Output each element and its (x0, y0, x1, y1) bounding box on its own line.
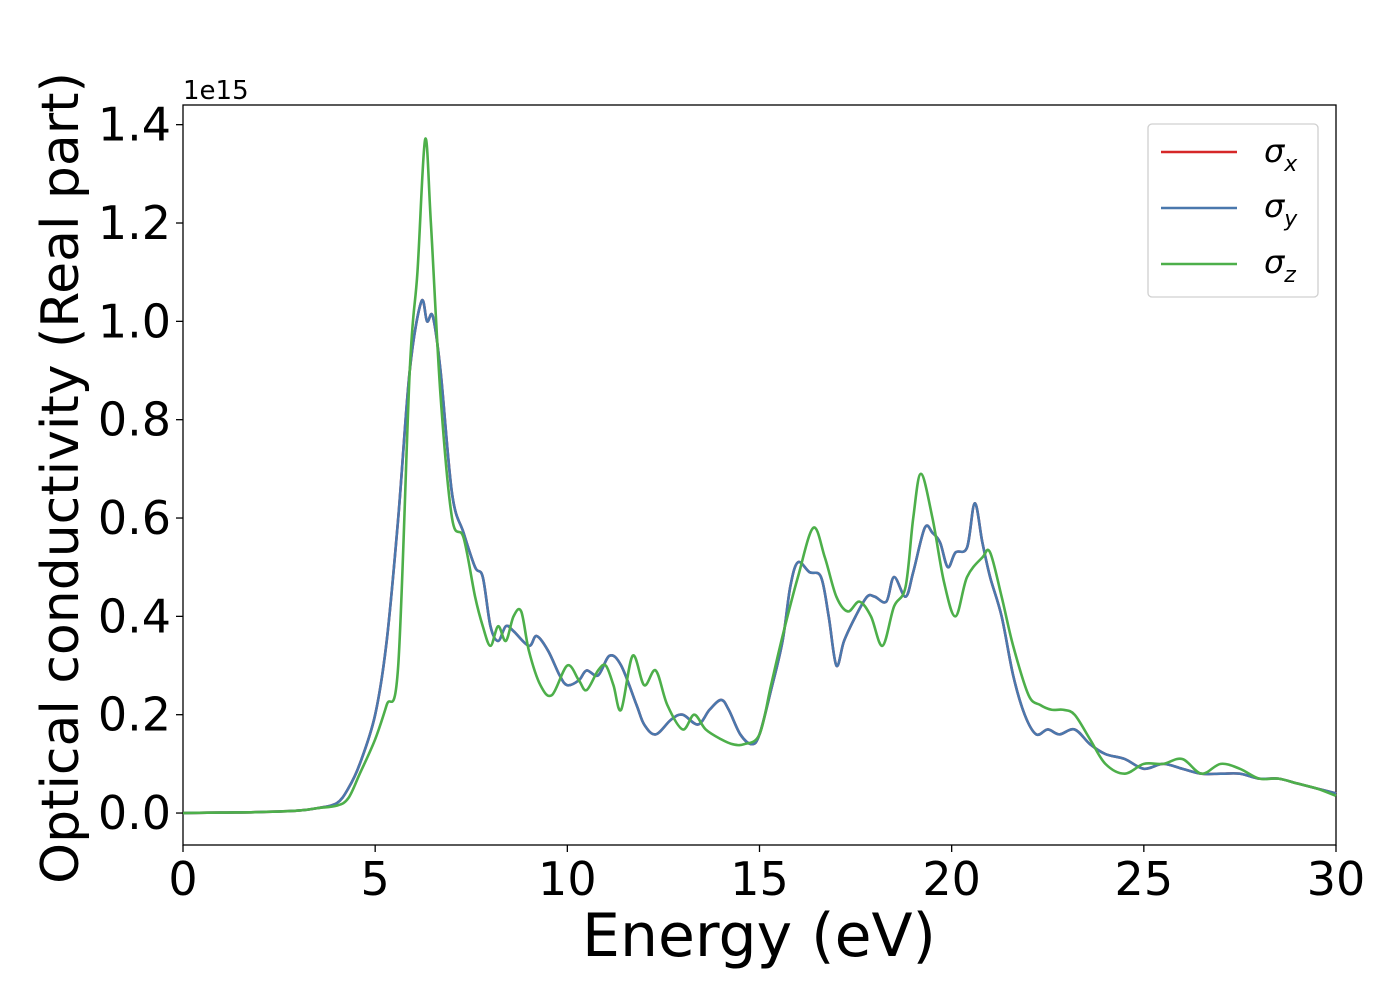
legend: σx σy σz (1147, 123, 1319, 298)
y-offset-label: 1e15 (183, 76, 249, 106)
legend-subscript: x (1283, 152, 1298, 177)
plot-frame (182, 104, 1337, 846)
y-tick-label: 0.4 (98, 589, 171, 643)
legend-entry-sigma-x: σx (1161, 132, 1298, 177)
plot-area (182, 104, 1337, 846)
svg-text:σy: σy (1264, 187, 1298, 232)
svg-text:σz: σz (1264, 243, 1296, 288)
series-layer (182, 137, 1337, 815)
y-axis-title: Optical conductivity (Real part) (31, 72, 91, 884)
legend-entry-sigma-z: σz (1161, 243, 1296, 288)
legend-symbol: σ (1264, 243, 1286, 281)
legend-entry-sigma-y: σy (1161, 187, 1298, 232)
y-tick-label: 1.2 (98, 196, 171, 250)
y-axis-ticks: 0.0 0.2 0.4 0.6 0.8 1.0 1.2 1.4 (98, 98, 183, 840)
y-tick-label: 0.2 (98, 688, 171, 742)
x-tick-label: 5 (361, 852, 390, 906)
legend-symbol: σ (1264, 132, 1286, 170)
y-tick-label: 0.0 (98, 786, 171, 840)
x-tick-label: 15 (730, 852, 789, 906)
x-tick-label: 20 (922, 852, 981, 906)
y-tick-label: 1.0 (98, 294, 171, 348)
series-sigma-z-line (182, 137, 1337, 815)
x-tick-label: 25 (1115, 852, 1174, 906)
legend-frame (1147, 123, 1319, 298)
y-tick-label: 0.8 (98, 393, 171, 447)
x-axis-title: Energy (eV) (582, 901, 936, 971)
x-tick-label: 0 (168, 852, 197, 906)
y-tick-label: 0.6 (98, 491, 171, 545)
x-tick-label: 30 (1307, 852, 1366, 906)
x-axis-ticks: 0 5 10 15 20 25 30 (168, 845, 1365, 906)
y-tick-label: 1.4 (98, 98, 171, 152)
x-tick-label: 10 (538, 852, 597, 906)
legend-subscript: y (1283, 207, 1298, 232)
legend-symbol: σ (1264, 187, 1286, 225)
legend-subscript: z (1283, 263, 1296, 288)
svg-text:σx: σx (1264, 132, 1298, 177)
